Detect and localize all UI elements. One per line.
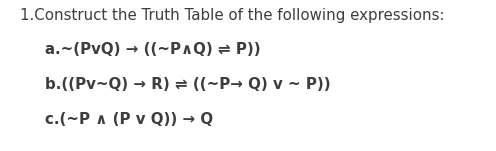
Text: b.((Pv~Q) → R) ⇌ ((~P→ Q) v ~ P)): b.((Pv~Q) → R) ⇌ ((~P→ Q) v ~ P)) xyxy=(45,77,330,92)
Text: a.~(PvQ) → ((~P∧Q) ⇌ P)): a.~(PvQ) → ((~P∧Q) ⇌ P)) xyxy=(45,42,260,57)
Text: c.(~P ∧ (P v Q)) → Q: c.(~P ∧ (P v Q)) → Q xyxy=(45,112,213,127)
Text: 1.Construct the Truth Table of the following expressions:: 1.Construct the Truth Table of the follo… xyxy=(20,8,444,22)
